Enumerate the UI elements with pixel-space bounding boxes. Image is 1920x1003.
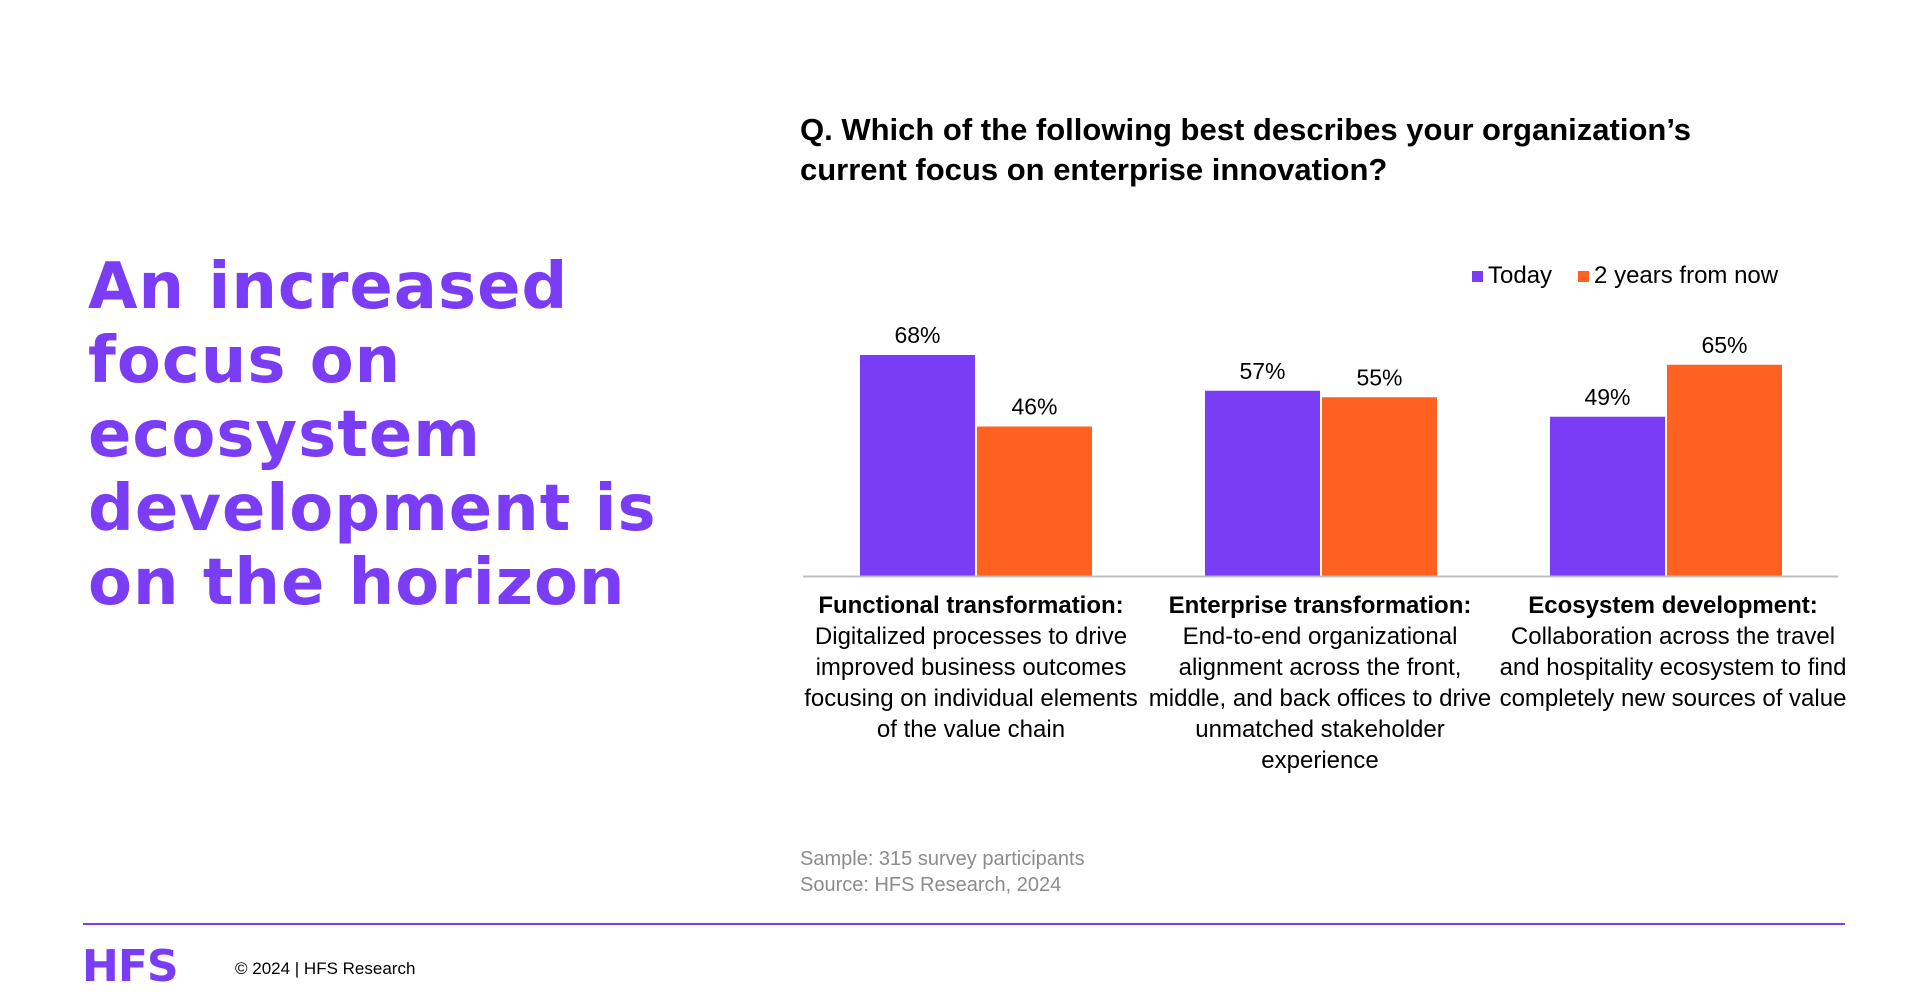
legend-swatch-today	[1472, 270, 1483, 282]
data-label-today-ecosystem-development: 49%	[1584, 384, 1630, 410]
category-title: Functional transformation:	[818, 592, 1124, 619]
bar-two-years-ecosystem-development	[1667, 364, 1782, 576]
data-label-today-functional-transformation: 68%	[894, 322, 940, 348]
category-title: Enterprise transformation:	[1168, 592, 1472, 619]
sample-note: Sample: 315 survey participants	[800, 848, 1085, 870]
footer-divider	[83, 923, 1845, 925]
chart-legend: Today 2 years from now	[1472, 262, 1778, 290]
bar-two-years-enterprise-transformation	[1322, 397, 1437, 576]
bar-today-functional-transformation	[860, 355, 975, 576]
chart-question: Q. Which of the following best describes…	[800, 112, 1692, 187]
data-label-two-years-enterprise-transformation: 55%	[1356, 364, 1402, 390]
chart-notes: Sample: 315 survey participants Source: …	[800, 846, 1085, 898]
legend-item-today: Today	[1472, 262, 1552, 290]
hfs-logo: HFS	[82, 941, 179, 992]
category-functional-transformation: Functional transformation: Digitalized p…	[796, 590, 1146, 745]
legend-item-two-years: 2 years from now	[1578, 262, 1778, 290]
data-label-two-years-ecosystem-development: 65%	[1701, 332, 1747, 358]
legend-swatch-two-years	[1578, 270, 1590, 282]
category-title: Ecosystem development:	[1528, 592, 1818, 619]
category-description: Collaboration across the travel and hosp…	[1499, 623, 1847, 712]
data-label-today-enterprise-transformation: 57%	[1239, 358, 1285, 384]
copyright: © 2024 | HFS Research	[235, 959, 416, 978]
legend-label-today: Today	[1488, 262, 1553, 289]
bar-chart: 68% 57% 49% 46% 55% 65%	[803, 322, 1838, 578]
category-labels: Functional transformation: Digitalized p…	[800, 590, 1846, 780]
bar-today-ecosystem-development	[1550, 416, 1665, 576]
source-note: Source: HFS Research, 2024	[800, 874, 1062, 896]
headline: An increased focus on ecosystem developm…	[88, 250, 657, 620]
bar-today-enterprise-transformation	[1205, 390, 1320, 576]
category-description: End-to-end organizational alignment acro…	[1148, 623, 1492, 774]
data-label-two-years-functional-transformation: 46%	[1011, 394, 1057, 420]
category-description: Digitalized processes to drive improved …	[804, 623, 1138, 743]
category-ecosystem-development: Ecosystem development: Collaboration acr…	[1498, 590, 1848, 714]
bar-two-years-functional-transformation	[977, 426, 1092, 576]
legend-label-two-years: 2 years from now	[1594, 262, 1779, 289]
category-enterprise-transformation: Enterprise transformation: End-to-end or…	[1145, 590, 1495, 776]
